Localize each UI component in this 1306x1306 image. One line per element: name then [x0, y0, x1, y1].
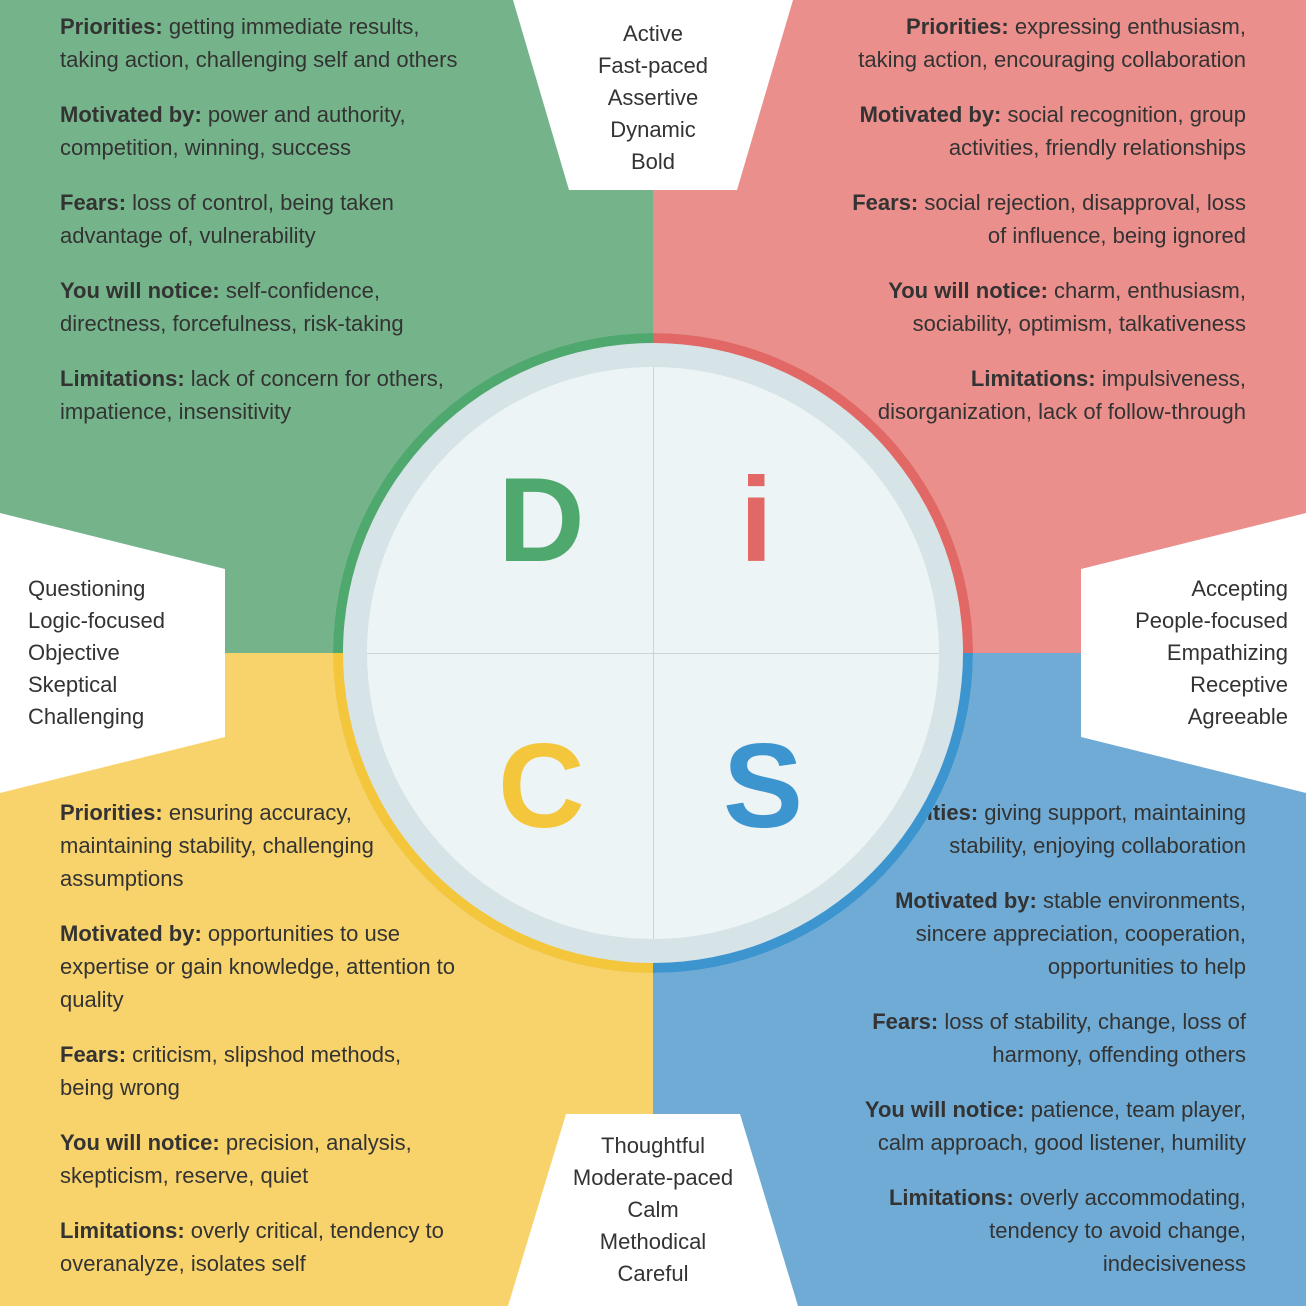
- axis-right-2: Empathizing: [1167, 637, 1288, 669]
- axis-bottom-3: Methodical: [600, 1226, 706, 1258]
- axis-bottom-4: Careful: [618, 1258, 689, 1290]
- label-motivated: Motivated by:: [60, 102, 202, 127]
- axis-bottom-2: Calm: [627, 1194, 678, 1226]
- axis-right-3: Receptive: [1190, 669, 1288, 701]
- axis-top-4: Bold: [631, 146, 675, 178]
- letter-d: D: [498, 451, 585, 589]
- axis-left-4: Challenging: [28, 701, 144, 733]
- cross-vertical: [653, 367, 654, 939]
- label-notice: You will notice:: [60, 278, 220, 303]
- axis-top-2: Assertive: [608, 82, 698, 114]
- axis-bottom-1: Moderate-paced: [573, 1162, 733, 1194]
- i-fears: social rejection, disapproval, loss of i…: [924, 190, 1246, 248]
- label-limitations: Limitations:: [60, 366, 185, 391]
- axis-top-1: Fast-paced: [598, 50, 708, 82]
- axis-right-4: Agreeable: [1188, 701, 1288, 733]
- label-fears: Fears:: [60, 190, 126, 215]
- axis-top-0: Active: [623, 18, 683, 50]
- s-fears: loss of stability, change, loss of harmo…: [944, 1009, 1246, 1067]
- label-priorities: Priorities:: [60, 14, 163, 39]
- letter-c: C: [498, 717, 585, 855]
- axis-top-3: Dynamic: [610, 114, 696, 146]
- s-priorities: giving support, maintaining stability, e…: [949, 800, 1246, 858]
- axis-left-3: Skeptical: [28, 669, 117, 701]
- axis-right-1: People-focused: [1135, 605, 1288, 637]
- letter-i: i: [740, 451, 773, 589]
- letter-s: S: [723, 717, 803, 855]
- disc-diagram: Priorities: getting immediate results, t…: [0, 0, 1306, 1306]
- axis-bottom-0: Thoughtful: [601, 1130, 705, 1162]
- axis-right-0: Accepting: [1191, 573, 1288, 605]
- axis-left-1: Logic-focused: [28, 605, 165, 637]
- s-limitations: overly accommodating, tendency to avoid …: [989, 1185, 1246, 1276]
- axis-left-0: Questioning: [28, 573, 145, 605]
- center-circle: D i C S: [333, 333, 973, 973]
- axis-left-2: Objective: [28, 637, 120, 669]
